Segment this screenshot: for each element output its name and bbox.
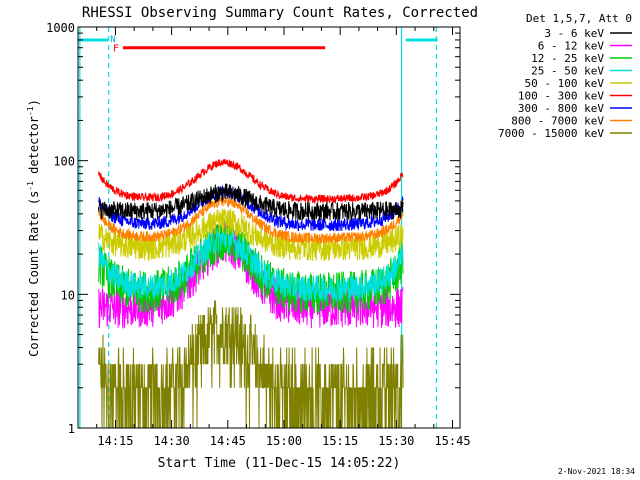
legend-entry-label: 300 - 800 keV: [518, 102, 604, 115]
y-axis-label: Corrected Count Rate (s-1 detector-1): [26, 99, 41, 357]
series-line: [98, 227, 404, 302]
x-axis-label: Start Time (11-Dec-15 14:05:22): [158, 456, 401, 471]
legend-entry-label: 7000 - 15000 keV: [498, 127, 604, 140]
x-tick-label: 15:00: [266, 434, 302, 448]
chart-title: RHESSI Observing Summary Count Rates, Co…: [82, 5, 478, 21]
legend-entry-label: 25 - 50 keV: [531, 65, 604, 78]
x-tick-label: 14:15: [97, 434, 133, 448]
series-line: [98, 196, 404, 244]
series-line: [98, 183, 404, 222]
series-line: [98, 158, 404, 205]
series-line: [98, 208, 404, 262]
legend-entry-label: 800 - 7000 keV: [511, 115, 604, 128]
y-tick-label: 100: [53, 155, 75, 169]
flare-bar-label: F: [113, 44, 119, 55]
legend-entry-label: 3 - 6 keV: [544, 27, 604, 40]
legend-entry-label: 12 - 25 keV: [531, 52, 604, 65]
legend-entry-label: 6 - 12 keV: [538, 40, 605, 53]
plot-area: NF: [78, 27, 438, 429]
footer-date: 2-Nov-2021 18:34: [558, 467, 635, 476]
legend-entry-label: 100 - 300 keV: [518, 90, 604, 103]
y-tick-label: 1: [68, 422, 75, 436]
y-tick-label: 10: [61, 288, 75, 302]
series-line: [98, 300, 404, 429]
axis-ticks: 14:15 14:30 14:45 15:00 15:15 15:30 15:45 1 10 10…: [46, 21, 470, 448]
x-tick-label: 15:15: [322, 434, 358, 448]
y-tick-label: 1000: [46, 21, 75, 35]
saa-label: N: [110, 35, 115, 45]
legend-title: Det 1,5,7, Att 0: [526, 12, 632, 25]
plot-frame: [77, 26, 461, 429]
x-tick-label: 14:30: [154, 434, 190, 448]
x-tick-label: 14:45: [210, 434, 246, 448]
x-tick-label: 15:30: [378, 434, 414, 448]
series-line: [98, 184, 404, 232]
legend-entry-label: 50 - 100 keV: [525, 77, 605, 90]
x-tick-label: 15:45: [434, 434, 470, 448]
